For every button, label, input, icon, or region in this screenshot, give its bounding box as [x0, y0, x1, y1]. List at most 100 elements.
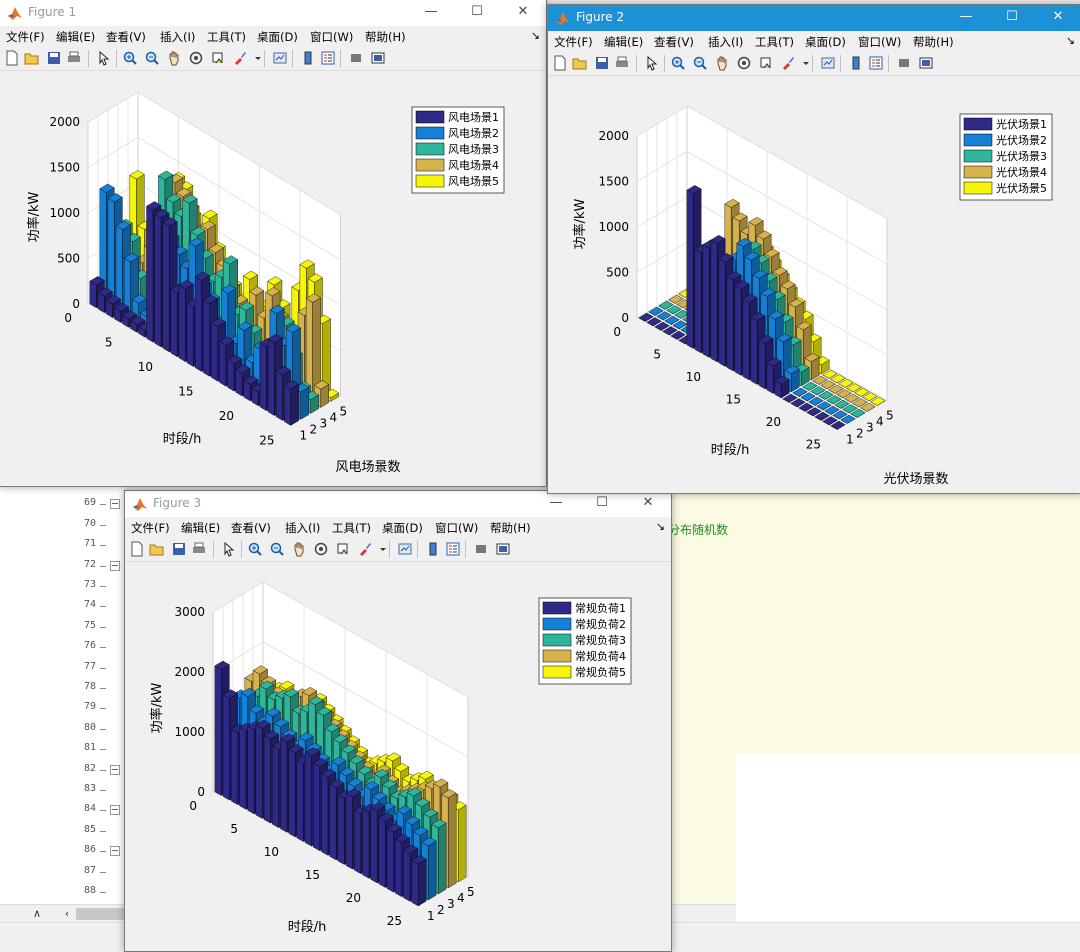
legend-icon[interactable]: [445, 541, 461, 557]
brush-icon[interactable]: [357, 541, 373, 557]
figure-window-3[interactable]: Figure 3 — ☐ ✕ 文件(F) 编辑(E) 查看(V) 插入(I) 工具(T) 桌面(D…: [124, 490, 672, 952]
menu-item[interactable]: 插入(I): [708, 35, 744, 49]
close-button[interactable]: ✕: [1052, 9, 1064, 24]
open-folder-icon[interactable]: [572, 55, 588, 71]
zoom-in-icon[interactable]: [122, 50, 138, 66]
maximize-button[interactable]: ☐: [596, 495, 608, 510]
new-file-icon[interactable]: [552, 55, 568, 71]
data-cursor-icon[interactable]: [210, 50, 226, 66]
menu-item[interactable]: 工具(T): [207, 30, 246, 44]
legend-icon[interactable]: [868, 55, 884, 71]
menu-item[interactable]: 帮助(H): [490, 521, 531, 535]
print-icon[interactable]: [191, 541, 207, 557]
fold-toggle-icon[interactable]: [110, 846, 120, 857]
legend-icon[interactable]: [320, 50, 336, 66]
menu-item[interactable]: 桌面(D): [805, 35, 846, 49]
fold-toggle-icon[interactable]: [110, 560, 120, 571]
colorbar-icon[interactable]: [425, 541, 441, 557]
open-folder-icon[interactable]: [24, 50, 40, 66]
fold-toggle-icon[interactable]: [110, 805, 120, 816]
brush-icon[interactable]: [232, 50, 248, 66]
zoom-in-icon[interactable]: [670, 55, 686, 71]
zoom-in-icon[interactable]: [247, 541, 263, 557]
menu-item[interactable]: 查看(V): [231, 521, 271, 535]
dropdown-arrow-icon[interactable]: [250, 50, 266, 66]
dropdown-arrow-icon[interactable]: [798, 55, 814, 71]
menu-item[interactable]: 窗口(W): [858, 35, 902, 49]
menu-overflow-icon[interactable]: ↘: [1065, 34, 1075, 47]
minimize-button[interactable]: —: [549, 495, 563, 510]
new-file-icon[interactable]: [129, 541, 145, 557]
zoom-out-icon[interactable]: [144, 50, 160, 66]
pan-hand-icon[interactable]: [166, 50, 182, 66]
pan-hand-icon[interactable]: [714, 55, 730, 71]
menu-item[interactable]: 桌面(D): [382, 521, 423, 535]
print-icon[interactable]: [66, 50, 82, 66]
menu-item[interactable]: 文件(F): [6, 30, 45, 44]
menu-item[interactable]: 工具(T): [332, 521, 371, 535]
close-button[interactable]: ✕: [517, 4, 529, 19]
fold-toggle-icon[interactable]: [110, 764, 120, 775]
legend[interactable]: 光伏场景1 光伏场景2 光伏场景3 光伏场景4 光伏场景5: [959, 113, 1053, 201]
menu-item[interactable]: 窗口(W): [310, 30, 354, 44]
minimize-button[interactable]: —: [959, 9, 973, 24]
menu-item[interactable]: 帮助(H): [365, 30, 406, 44]
link-plot-icon[interactable]: [397, 541, 413, 557]
zoom-out-icon[interactable]: [269, 541, 285, 557]
colorbar-icon[interactable]: [300, 50, 316, 66]
menu-item[interactable]: 桌面(D): [257, 30, 298, 44]
maximize-button[interactable]: ☐: [1006, 9, 1018, 24]
menu-overflow-icon[interactable]: ↘: [530, 29, 540, 42]
menu-overflow-icon[interactable]: ↘: [655, 520, 665, 533]
menu-item[interactable]: 插入(I): [285, 521, 321, 535]
title-bar[interactable]: Figure 1 — ☐ ✕: [0, 0, 546, 26]
pointer-icon[interactable]: [221, 541, 237, 557]
menu-item[interactable]: 窗口(W): [435, 521, 479, 535]
menu-item[interactable]: 工具(T): [755, 35, 794, 49]
hide-tools-icon[interactable]: [348, 50, 364, 66]
dock-icon[interactable]: [370, 50, 386, 66]
pointer-icon[interactable]: [644, 55, 660, 71]
menu-item[interactable]: 查看(V): [654, 35, 694, 49]
figure-window-2[interactable]: Figure 2 — ☐ ✕ 文件(F) 编辑(E) 查看(V) 插入(I) 工具(T) 桌面(D…: [547, 4, 1080, 494]
open-folder-icon[interactable]: [149, 541, 165, 557]
print-icon[interactable]: [614, 55, 630, 71]
save-icon[interactable]: [594, 55, 610, 71]
rotate-icon[interactable]: [736, 55, 752, 71]
scroll-left-icon[interactable]: ∧: [32, 907, 42, 920]
title-bar[interactable]: Figure 2 — ☐ ✕: [548, 5, 1080, 31]
save-icon[interactable]: [46, 50, 62, 66]
menu-item[interactable]: 插入(I): [160, 30, 196, 44]
minimize-button[interactable]: —: [424, 4, 438, 19]
menu-item[interactable]: 查看(V): [106, 30, 146, 44]
menu-item[interactable]: 编辑(E): [56, 30, 96, 44]
close-button[interactable]: ✕: [642, 495, 654, 510]
title-bar[interactable]: Figure 3 — ☐ ✕: [125, 491, 671, 517]
fold-toggle-icon[interactable]: [110, 499, 120, 510]
data-cursor-icon[interactable]: [758, 55, 774, 71]
hide-tools-icon[interactable]: [473, 541, 489, 557]
dock-icon[interactable]: [495, 541, 511, 557]
save-icon[interactable]: [171, 541, 187, 557]
colorbar-icon[interactable]: [848, 55, 864, 71]
menu-item[interactable]: 编辑(E): [181, 521, 221, 535]
legend[interactable]: 常规负荷1 常规负荷2 常规负荷3 常规负荷4 常规负荷5: [538, 597, 632, 685]
brush-icon[interactable]: [780, 55, 796, 71]
scroll-left-arrow-icon[interactable]: ‹: [64, 907, 70, 920]
data-cursor-icon[interactable]: [335, 541, 351, 557]
new-file-icon[interactable]: [4, 50, 20, 66]
dropdown-arrow-icon[interactable]: [375, 541, 391, 557]
pointer-icon[interactable]: [96, 50, 112, 66]
pan-hand-icon[interactable]: [291, 541, 307, 557]
rotate-icon[interactable]: [188, 50, 204, 66]
scroll-thumb[interactable]: [76, 908, 126, 920]
maximize-button[interactable]: ☐: [471, 4, 483, 19]
menu-item[interactable]: 文件(F): [131, 521, 170, 535]
menu-item[interactable]: 编辑(E): [604, 35, 644, 49]
menu-item[interactable]: 帮助(H): [913, 35, 954, 49]
menu-item[interactable]: 文件(F): [554, 35, 593, 49]
link-plot-icon[interactable]: [272, 50, 288, 66]
